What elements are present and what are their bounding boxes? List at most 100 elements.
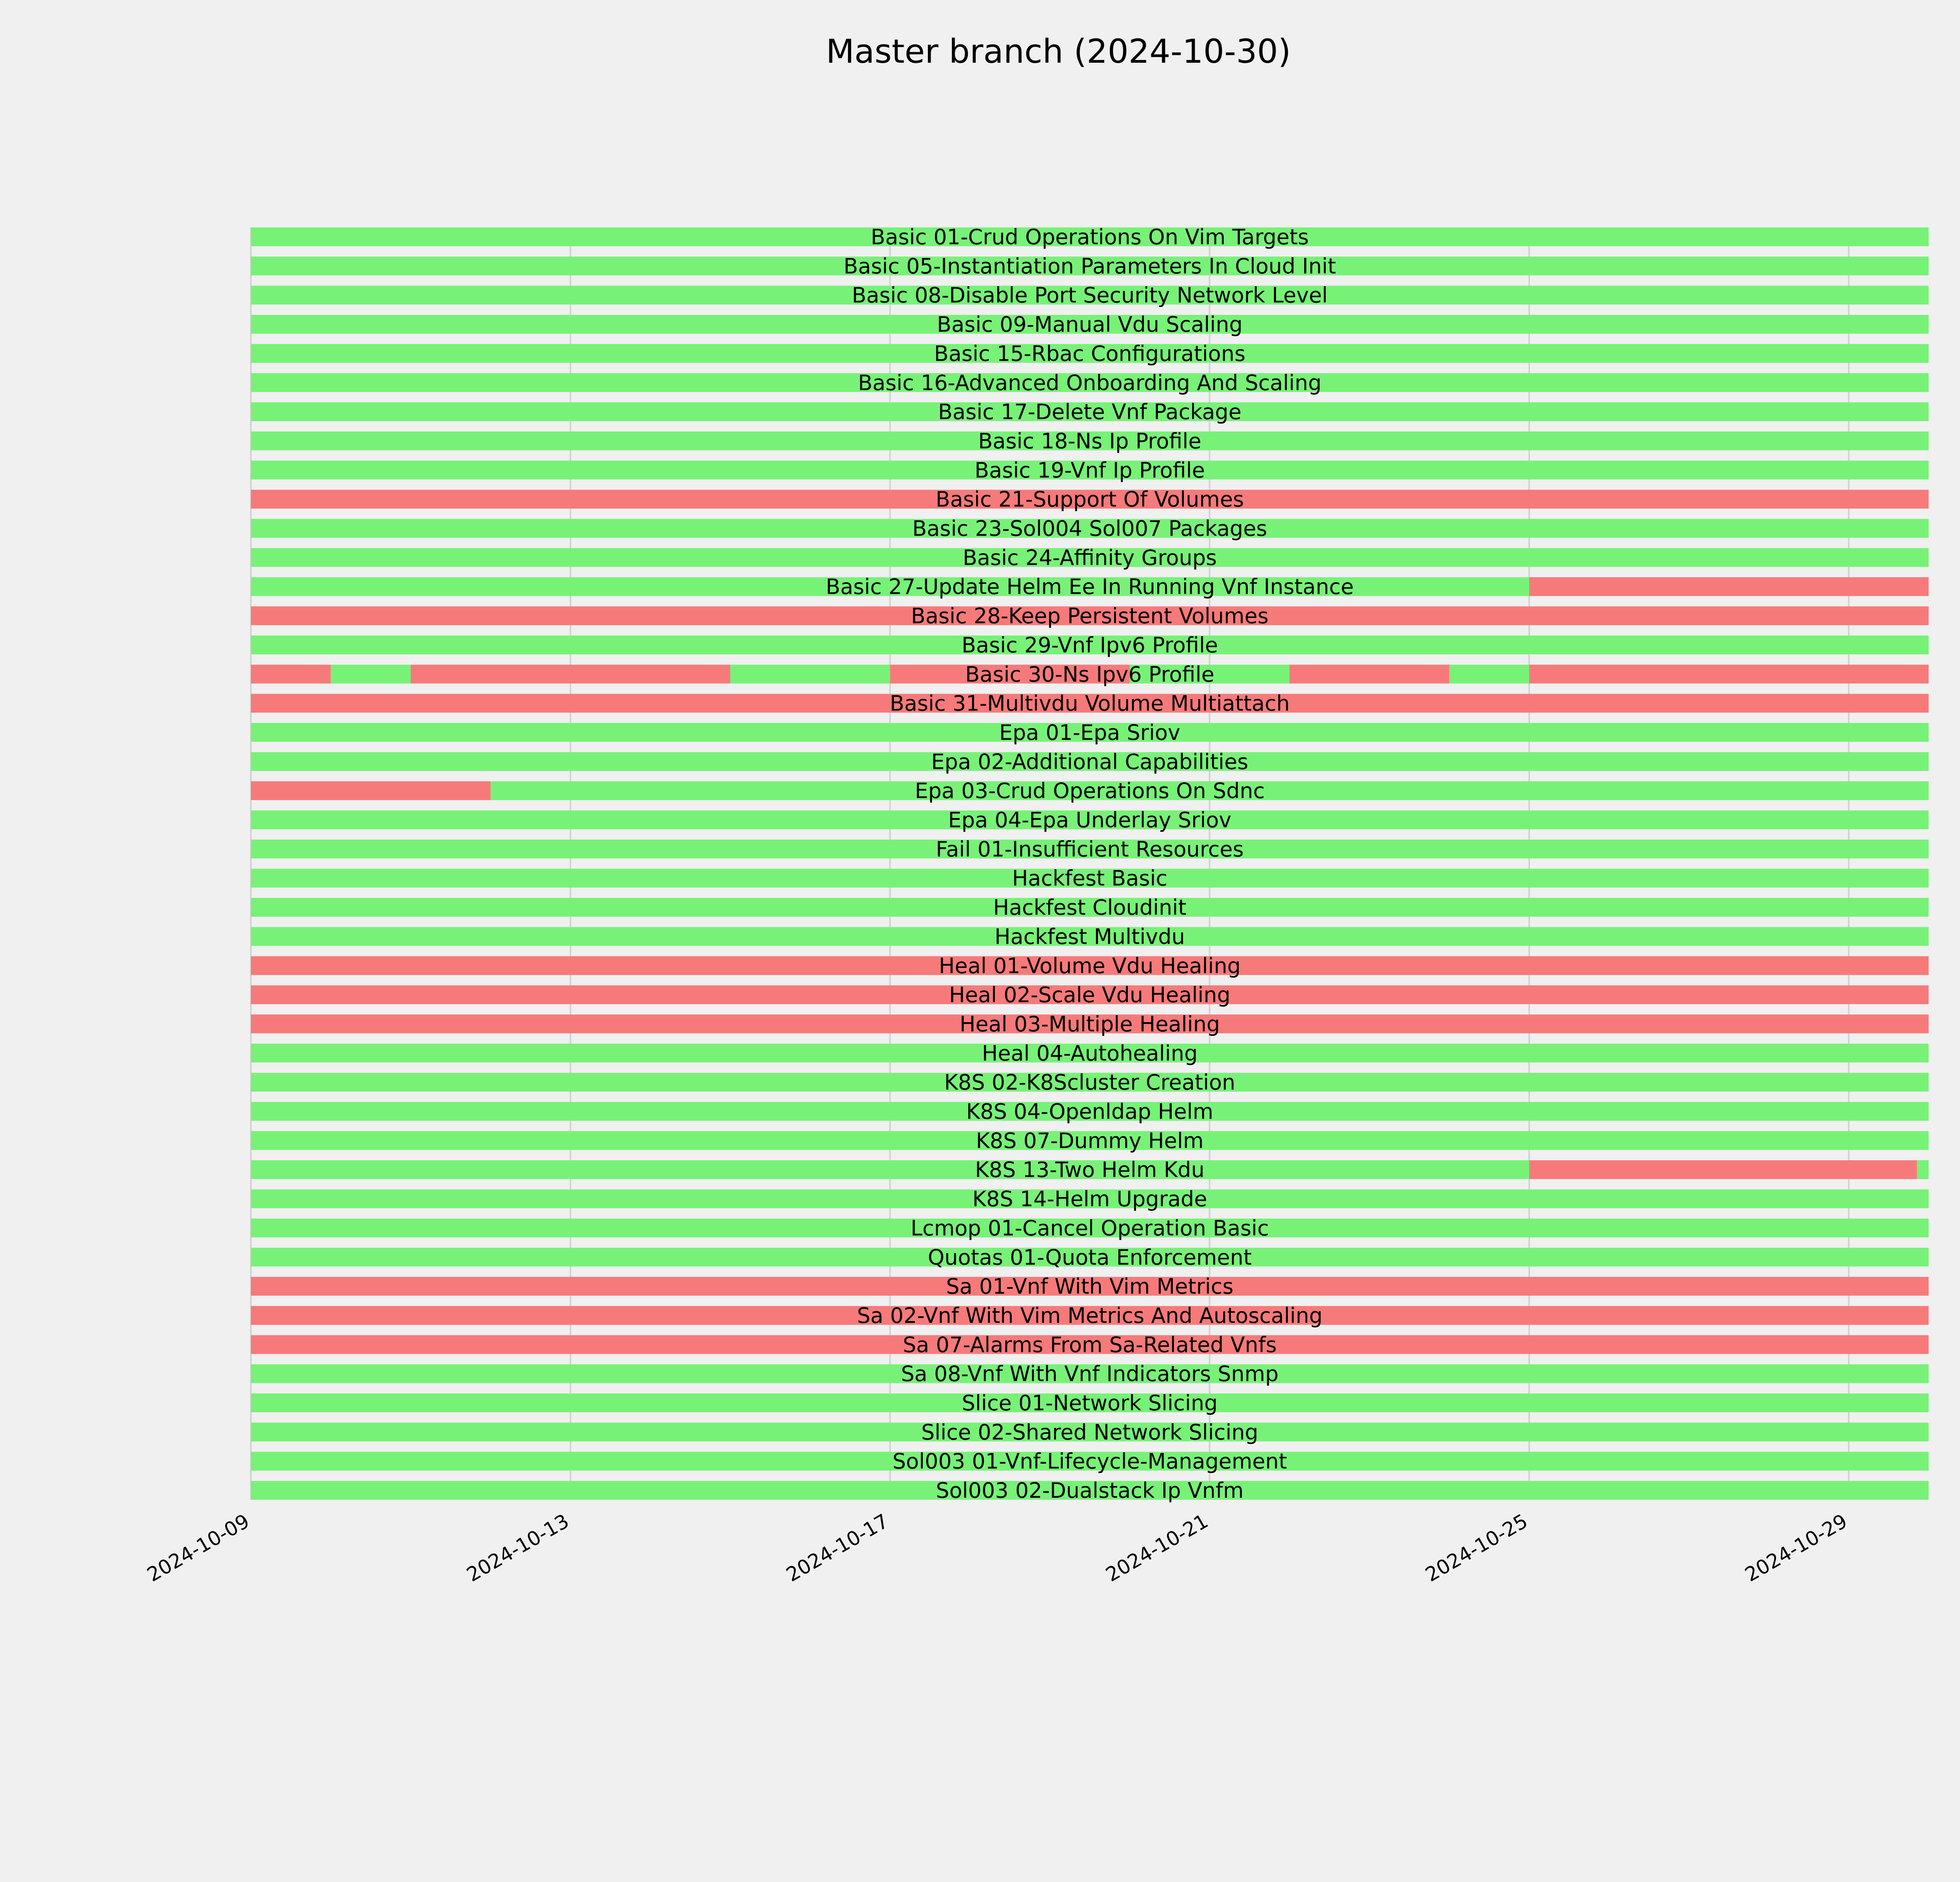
x-tick-label: 2024-10-29: [1741, 1510, 1851, 1586]
row-label: Basic 31-Multivdu Volume Multiattach: [890, 691, 1290, 716]
row-label: K8S 13-Two Helm Kdu: [975, 1157, 1204, 1182]
segment-pass: [251, 1364, 1929, 1383]
segment-pass: [251, 227, 1929, 246]
row-label: Quotas 01-Quota Enforcement: [928, 1245, 1252, 1270]
segment-pass: [251, 1393, 1929, 1412]
row-label: Sa 01-Vnf With Vim Metrics: [946, 1274, 1233, 1299]
segment-pass: [251, 927, 1929, 946]
timeline-row: Basic 31-Multivdu Volume Multiattach: [251, 691, 1929, 716]
row-label: Heal 03-Multiple Healing: [960, 1012, 1220, 1036]
timeline-row: Sa 01-Vnf With Vim Metrics: [251, 1274, 1929, 1299]
row-label: Basic 15-Rbac Configurations: [934, 341, 1245, 366]
timeline-row: Basic 09-Manual Vdu Scaling: [251, 312, 1929, 337]
timeline-row: Heal 02-Scale Vdu Healing: [251, 983, 1929, 1007]
segment-fail: [251, 1014, 1929, 1034]
timeline-row: K8S 02-K8Scluster Creation: [251, 1070, 1929, 1095]
segment-pass: [251, 1189, 1929, 1208]
segment-pass: [251, 548, 1929, 567]
timeline-row: K8S 04-Openldap Helm: [251, 1099, 1929, 1124]
timeline-row: Fail 01-Insufficient Resources: [251, 837, 1929, 861]
row-label: Sa 07-Alarms From Sa-Related Vnfs: [903, 1332, 1277, 1357]
segment-fail: [251, 985, 1929, 1005]
segment-pass: [251, 1422, 1929, 1442]
x-tick-label: 2024-10-13: [463, 1510, 573, 1586]
timeline-row: Sa 07-Alarms From Sa-Related Vnfs: [251, 1332, 1929, 1357]
timeline-row: Epa 01-Epa Sriov: [251, 720, 1929, 745]
timeline-row: Basic 18-Ns Ip Profile: [251, 429, 1929, 453]
segment-pass: [251, 460, 1929, 480]
segment-pass: [251, 723, 1929, 742]
segment-fail: [1529, 1160, 1929, 1179]
segment-pass: [251, 315, 1929, 334]
segment-pass: [251, 285, 1929, 305]
row-label: K8S 07-Dummy Helm: [976, 1128, 1204, 1153]
row-label: Basic 08-Disable Port Security Network L…: [852, 283, 1328, 308]
timeline-row: Slice 02-Shared Network Slicing: [251, 1420, 1929, 1444]
row-label: Heal 02-Scale Vdu Healing: [949, 983, 1230, 1007]
segment-pass: [251, 1160, 1529, 1179]
x-tick-label: 2024-10-21: [1102, 1510, 1212, 1586]
timeline-row: Epa 04-Epa Underlay Sriov: [251, 808, 1929, 832]
timeline-row: Sol003 02-Dualstack Ip Vnfm: [251, 1478, 1929, 1503]
row-label: Epa 01-Epa Sriov: [999, 720, 1180, 745]
row-label: Basic 27-Update Helm Ee In Running Vnf I…: [826, 574, 1354, 599]
segment-pass: [251, 839, 1929, 859]
row-label: Epa 03-Crud Operations On Sdnc: [915, 779, 1265, 803]
row-label: Hackfest Basic: [1012, 866, 1167, 891]
segment-fail: [251, 490, 1929, 509]
row-label: Sol003 02-Dualstack Ip Vnfm: [936, 1478, 1243, 1503]
segment-fail: [410, 665, 730, 684]
segment-pass: [251, 344, 1929, 363]
x-axis: 2024-10-09 2024-10-13 2024-10-17 2024-10-21…: [143, 1510, 1851, 1586]
timeline-row: Basic 05-Instantiation Parameters In Clo…: [251, 254, 1929, 278]
timeline-row: Epa 03-Crud Operations On Sdnc: [251, 779, 1929, 803]
segment-pass: [251, 1481, 1929, 1500]
segment-fail: [1529, 577, 1929, 596]
timeline-row: Sol003 01-Vnf-Lifecycle-Management: [251, 1449, 1929, 1474]
row-label: Epa 02-Additional Capabilities: [931, 749, 1249, 774]
row-label: Fail 01-Insufficient Resources: [936, 837, 1244, 861]
timeline-row: Basic 16-Advanced Onboarding And Scaling: [251, 371, 1929, 395]
row-label: K8S 04-Openldap Helm: [966, 1099, 1213, 1124]
row-label: Sa 02-Vnf With Vim Metrics And Autoscali…: [857, 1303, 1323, 1328]
timeline-row: Sa 02-Vnf With Vim Metrics And Autoscali…: [251, 1303, 1929, 1328]
chart-title: Master branch (2024-10-30): [826, 32, 1291, 71]
row-label: K8S 02-K8Scluster Creation: [944, 1070, 1236, 1095]
row-label: Basic 09-Manual Vdu Scaling: [937, 312, 1243, 337]
row-label: Slice 01-Network Slicing: [962, 1391, 1218, 1415]
timeline-row: Basic 15-Rbac Configurations: [251, 341, 1929, 366]
timeline-row: Epa 02-Additional Capabilities: [251, 749, 1929, 774]
x-tick-label: 2024-10-09: [143, 1510, 253, 1586]
segment-fail: [251, 1335, 1929, 1354]
segment-pass: [251, 1131, 1929, 1150]
timeline-row: Hackfest Basic: [251, 866, 1929, 891]
timeline-row: Lcmop 01-Cancel Operation Basic: [251, 1216, 1929, 1241]
segment-fail: [251, 1277, 1929, 1296]
row-label: K8S 14-Helm Upgrade: [973, 1187, 1207, 1212]
row-label: Hackfest Multivdu: [995, 924, 1185, 949]
segment-pass: [251, 898, 1929, 917]
x-tick-label: 2024-10-25: [1421, 1510, 1532, 1586]
timeline-row: Basic 24-Affinity Groups: [251, 545, 1929, 570]
segment-fail: [1529, 665, 1929, 684]
row-label: Basic 21-Support Of Volumes: [936, 487, 1244, 512]
timeline-row: Basic 01-Crud Operations On Vim Targets: [251, 225, 1929, 249]
timeline-row: K8S 07-Dummy Helm: [251, 1128, 1929, 1153]
row-label: Basic 24-Affinity Groups: [963, 545, 1217, 570]
row-label: Hackfest Cloudinit: [993, 895, 1186, 920]
segment-fail: [1289, 665, 1450, 684]
segment-pass: [251, 810, 1929, 829]
row-label: Lcmop 01-Cancel Operation Basic: [911, 1216, 1269, 1241]
row-label: Sa 08-Vnf With Vnf Indicators Snmp: [901, 1362, 1278, 1386]
row-label: Basic 17-Delete Vnf Package: [938, 400, 1241, 424]
segment-pass: [251, 868, 1929, 888]
timeline-row: Basic 19-Vnf Ip Profile: [251, 458, 1929, 483]
row-label: Slice 02-Shared Network Slicing: [921, 1420, 1258, 1444]
segment-pass: [251, 402, 1929, 421]
segment-fail: [251, 956, 1929, 975]
segment-pass: [251, 1451, 1929, 1471]
timeline-row: Sa 08-Vnf With Vnf Indicators Snmp: [251, 1362, 1929, 1386]
timeline-row: Heal 04-Autohealing: [251, 1041, 1929, 1066]
row-label: Basic 05-Instantiation Parameters In Clo…: [844, 254, 1336, 278]
segment-pass: [730, 665, 890, 684]
